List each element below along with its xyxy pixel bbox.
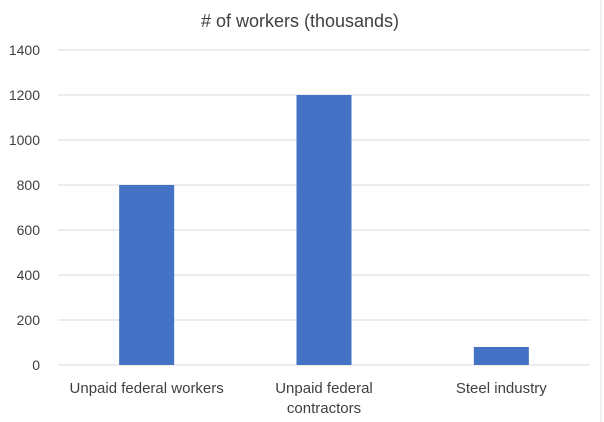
bar (119, 185, 175, 365)
x-axis-category-labels: Unpaid federal workers Unpaid federal cont… (70, 380, 548, 417)
y-axis-tick-labels: 0 200 400 600 800 1000 1200 1400 (9, 42, 40, 373)
y-tick-label: 400 (17, 267, 41, 283)
x-category-label: Steel industry (456, 380, 547, 397)
bars (119, 95, 529, 365)
chart-title: # of workers (thousands) (201, 11, 399, 31)
y-tick-label: 1400 (9, 42, 40, 58)
y-tick-label: 600 (17, 222, 41, 238)
x-category-label: Unpaid federal workers (70, 380, 224, 397)
y-tick-label: 0 (32, 357, 40, 373)
x-category-label: Unpaid federal contractors (275, 380, 373, 417)
bar (296, 95, 352, 365)
bar (473, 347, 529, 365)
y-tick-label: 1000 (9, 132, 40, 148)
y-tick-label: 800 (17, 177, 41, 193)
y-tick-label: 1200 (9, 87, 40, 103)
y-tick-label: 200 (17, 312, 41, 328)
